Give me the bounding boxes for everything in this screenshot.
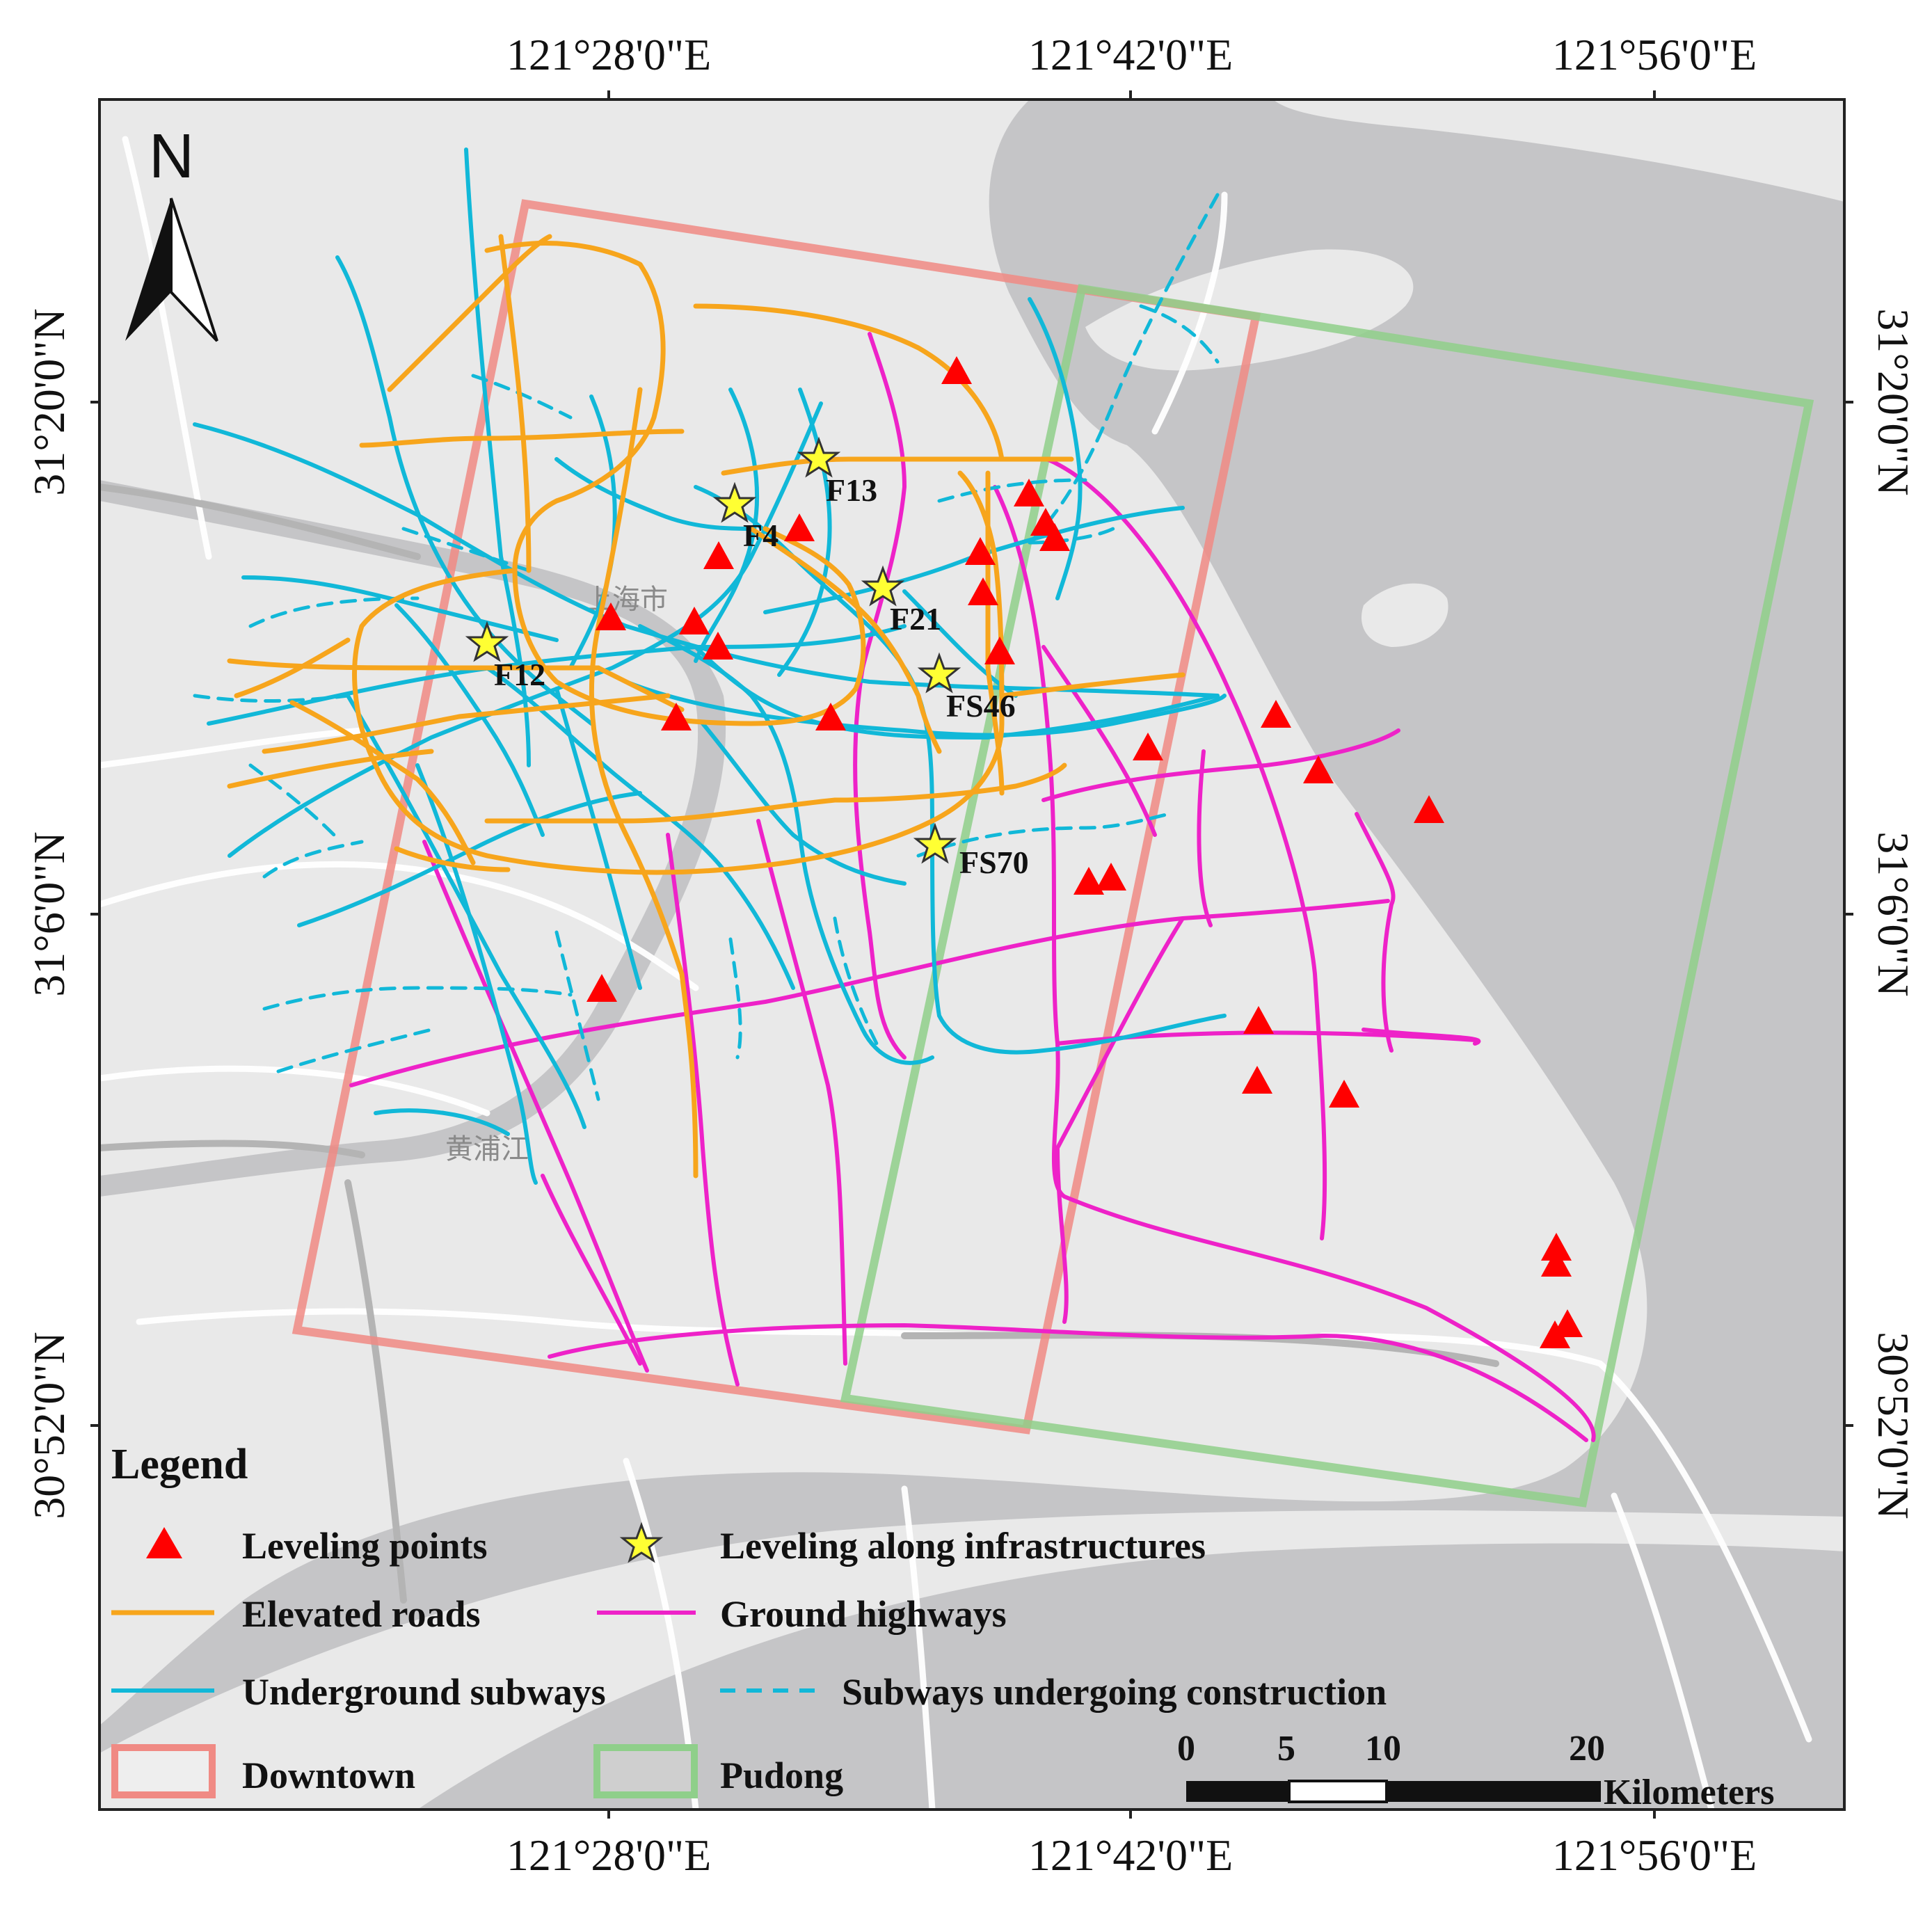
legend-pudong-swatch — [593, 1744, 698, 1798]
legend-title: Legend — [111, 1441, 248, 1488]
leveling-point — [703, 632, 733, 660]
infrastructure-site-fs46: FS46 — [917, 652, 1016, 724]
scale-segment-2 — [1288, 1780, 1388, 1803]
ground-highways-layer — [349, 332, 1596, 1442]
leveling-point — [679, 607, 710, 634]
legend-star-icon — [619, 1521, 664, 1563]
infrastructure-site-f12: F12 — [465, 621, 545, 692]
infrastructure-site-f13: F13 — [797, 436, 877, 508]
leveling-points-layer — [586, 356, 1583, 1348]
legend-elevated-roads: Elevated roads — [242, 1593, 481, 1635]
legend-leveling-infra: Leveling along infrastructures — [720, 1525, 1206, 1567]
star-icon — [861, 565, 905, 607]
island-small — [1361, 583, 1448, 647]
lat-label-right-2: 31°6'0"N — [1869, 831, 1918, 996]
scale-unit: Kilometers — [1604, 1773, 1774, 1812]
graticule-ticks — [90, 90, 1853, 1819]
leveling-point — [1096, 863, 1126, 890]
scale-segment-1 — [1186, 1781, 1289, 1802]
infrastructure-site-f4: F4 — [712, 481, 779, 553]
lat-label-right-1: 31°20'0"N — [1869, 308, 1918, 495]
lon-label-bottom-1: 121°28'0"E — [506, 1830, 711, 1880]
leveling-point — [1541, 1249, 1572, 1277]
leveling-point — [968, 577, 998, 605]
site-label: FS70 — [959, 845, 1029, 880]
island-changxing — [1085, 249, 1414, 371]
legend-downtown-swatch — [111, 1744, 216, 1798]
legend-downtown: Downtown — [242, 1755, 415, 1796]
scale-tick-10: 10 — [1365, 1729, 1401, 1768]
pudong-area-box — [840, 284, 1814, 1508]
north-arrow-icon-right — [170, 198, 218, 342]
leveling-point — [661, 703, 692, 730]
lon-label-bottom-2: 121°42'0"E — [1028, 1830, 1233, 1880]
lon-label-top-3: 121°56'0"E — [1552, 30, 1757, 79]
leveling-point — [703, 541, 734, 569]
infrastructure-site-fs70: FS70 — [913, 822, 1029, 880]
star-icon — [917, 652, 961, 694]
site-label: FS46 — [946, 688, 1016, 724]
legend-ground-highways: Ground highways — [720, 1593, 1007, 1635]
leveling-point — [1133, 733, 1163, 760]
scale-bar: 0 5 10 20 Kilometers — [1177, 1729, 1774, 1812]
legend-underground-subways: Underground subways — [242, 1671, 606, 1713]
leveling-point — [1541, 1233, 1572, 1261]
lat-label-left-1: 31°20'0"N — [24, 308, 74, 495]
legend-leveling-points: Leveling points — [242, 1525, 488, 1567]
leveling-point — [1242, 1066, 1272, 1094]
leveling-point — [984, 637, 1015, 664]
map-frame-border — [98, 98, 1846, 1811]
north-arrow-icon — [125, 198, 171, 341]
scale-tick-20: 20 — [1569, 1729, 1605, 1768]
lat-label-right-3: 30°52'0"N — [1869, 1332, 1918, 1519]
site-label: F21 — [890, 601, 941, 637]
leveling-point — [596, 602, 626, 630]
leveling-point — [1039, 523, 1070, 551]
legend-pudong: Pudong — [720, 1755, 843, 1796]
place-label-huangpu: 黄浦江 — [445, 1134, 529, 1165]
map-canvas: 上海市 黄浦江 — [99, 99, 1844, 1812]
leveling-point — [1414, 795, 1444, 823]
leveling-point — [941, 356, 972, 384]
leveling-point — [1303, 756, 1334, 783]
star-icon — [712, 481, 757, 523]
leveling-point — [965, 537, 996, 565]
infrastructure-site-f21: F21 — [861, 565, 941, 637]
north-arrow: N — [125, 122, 218, 342]
leveling-point — [586, 974, 617, 1002]
leveling-point — [1261, 700, 1291, 728]
infrastructure-sites-layer: F13 F4 F21 F12 FS46 FS70 — [465, 436, 1029, 880]
leveling-point — [1014, 479, 1044, 506]
star-icon — [913, 822, 957, 864]
legend-leveling-point-icon — [146, 1527, 182, 1558]
background-roads — [99, 136, 1812, 1810]
scale-segment-3 — [1387, 1781, 1601, 1802]
leveling-point — [815, 703, 846, 730]
lon-label-bottom-3: 121°56'0"E — [1552, 1830, 1757, 1880]
lat-label-left-3: 30°52'0"N — [24, 1332, 74, 1519]
site-label: F12 — [494, 657, 545, 692]
star-icon — [797, 436, 841, 478]
north-letter: N — [149, 122, 194, 191]
subways-construction-layer — [193, 193, 1220, 1101]
site-label: F13 — [826, 472, 877, 508]
legend-subways-construction: Subways undergoing construction — [842, 1671, 1387, 1713]
water-south-bay — [417, 1543, 1844, 1810]
scale-tick-0: 0 — [1177, 1729, 1195, 1768]
site-label: F4 — [743, 518, 779, 553]
scale-tick-5: 5 — [1277, 1729, 1295, 1768]
lat-label-left-2: 31°6'0"N — [24, 831, 74, 996]
leveling-point — [1073, 867, 1104, 895]
star-icon — [465, 621, 509, 662]
lon-label-top-2: 121°42'0"E — [1028, 30, 1233, 79]
lon-label-top-1: 121°28'0"E — [506, 30, 711, 79]
legend: Legend Leveling points Leveling along in… — [111, 1441, 1387, 1798]
leveling-point — [1540, 1320, 1570, 1348]
leveling-point — [1243, 1006, 1274, 1034]
leveling-point — [1329, 1080, 1359, 1108]
downtown-area-box — [292, 199, 1261, 1435]
island-chongming — [1273, 99, 1844, 202]
leveling-point — [784, 513, 815, 541]
